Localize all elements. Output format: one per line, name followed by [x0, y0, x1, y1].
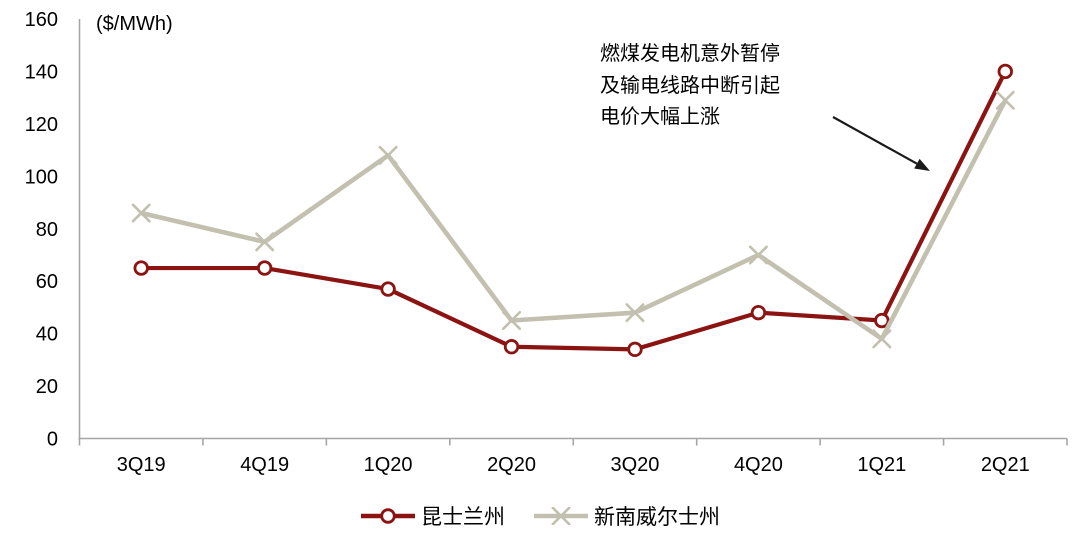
- series-line: [141, 70, 1008, 352]
- data-point-marker: [380, 508, 396, 524]
- series-0: [133, 63, 1013, 358]
- data-point-marker: [378, 145, 398, 165]
- data-point-marker: [133, 260, 149, 276]
- y-tick-label: 100: [25, 166, 58, 188]
- x-tick-label: 2Q21: [981, 454, 1030, 476]
- x-tick-label: 1Q21: [857, 454, 906, 476]
- annotation-arrow: [832, 116, 918, 165]
- legend-item-new-south-wales: 新南威尔士州: [533, 501, 720, 531]
- y-tick-label: 140: [25, 61, 58, 83]
- data-point-marker: [995, 90, 1015, 110]
- annotation-line: 燃煤发电机意外暂停: [600, 43, 780, 65]
- x-tick-label: 1Q20: [364, 454, 413, 476]
- data-point-marker: [503, 339, 520, 355]
- data-point-marker: [256, 260, 273, 276]
- y-tick-label: 80: [36, 219, 58, 241]
- data-point-marker: [997, 63, 1013, 80]
- legend-label: 新南威尔士州: [594, 506, 720, 529]
- y-tick-label: 0: [47, 429, 58, 451]
- data-point-marker: [502, 311, 522, 331]
- x-tick-label: 3Q19: [117, 454, 166, 476]
- legend-item-queensland: 昆士兰州: [360, 501, 505, 531]
- queensland-line-marker-icon: [361, 508, 415, 524]
- x-tick-label: 4Q20: [734, 454, 783, 476]
- data-point-marker: [874, 312, 890, 329]
- series-1: [131, 90, 1015, 349]
- y-axis-unit-label: ($/MWh): [96, 13, 173, 35]
- legend-swatch-glyph: [534, 507, 588, 525]
- data-point-marker: [872, 329, 892, 349]
- data-point-marker: [255, 232, 275, 252]
- legend-label: 昆士兰州: [421, 506, 505, 529]
- nsw-line-marker-icon: [534, 507, 588, 525]
- data-point-marker: [131, 203, 151, 223]
- data-point-marker: [627, 341, 643, 358]
- y-tick-label: 40: [36, 324, 58, 346]
- y-tick-label: 60: [36, 271, 58, 293]
- data-point-marker: [625, 303, 645, 323]
- data-point-marker: [748, 245, 768, 265]
- x-tick-label: 2Q20: [487, 454, 536, 476]
- annotation-callout: 燃煤发电机意外暂停 及输电线路中断引起 电价大幅上涨: [600, 39, 780, 134]
- annotation-line: 及输电线路中断引起: [600, 74, 780, 97]
- series-line: [140, 99, 1008, 342]
- x-tick-label: 3Q20: [611, 454, 660, 476]
- annotation-arrow-head: [914, 158, 930, 171]
- data-point-marker: [551, 507, 571, 525]
- x-tick-label: 4Q19: [240, 454, 289, 476]
- legend-swatch-glyph: [361, 508, 415, 524]
- y-tick-label: 160: [25, 9, 58, 31]
- data-point-marker: [750, 304, 767, 321]
- y-tick-label: 20: [36, 376, 58, 398]
- y-tick-label: 120: [25, 114, 58, 136]
- data-point-marker: [380, 281, 396, 297]
- annotation-line: 电价大幅上涨: [600, 106, 720, 128]
- legend: 昆士兰州 新南威尔士州: [0, 501, 1080, 531]
